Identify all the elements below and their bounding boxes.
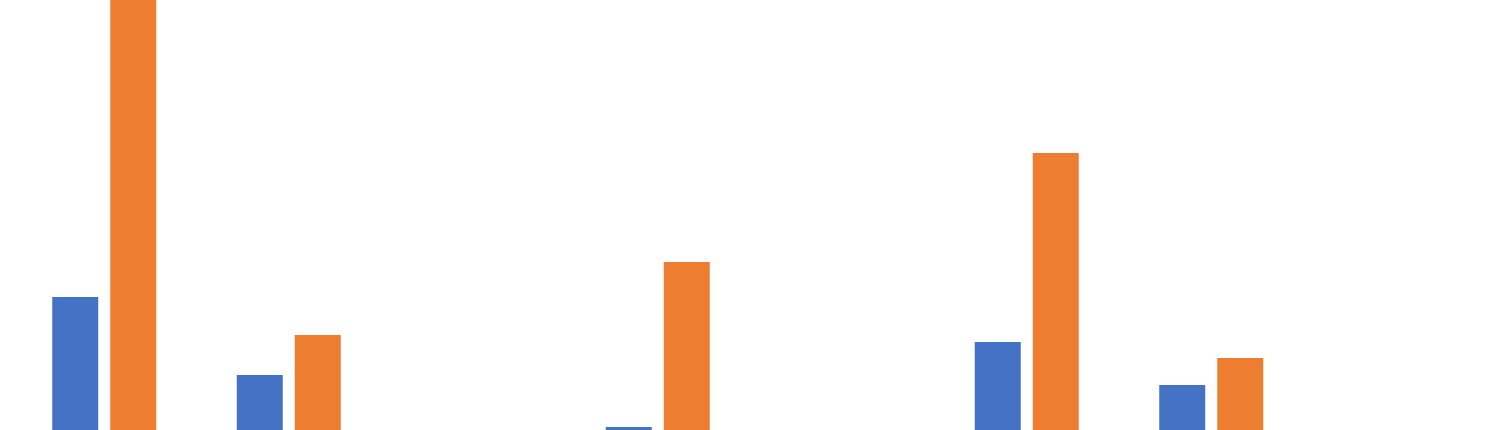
bar-series-2-category-7	[1217, 358, 1264, 430]
bar-series-1-category-2	[236, 375, 283, 430]
bar-series-2-category-4	[663, 262, 710, 430]
bar-series-2-category-6	[1032, 153, 1079, 430]
bar-series-1-category-1	[52, 297, 99, 430]
bar-series-1-category-7	[1159, 385, 1206, 430]
bar-series-2-category-2	[294, 335, 341, 430]
bar-series-1-category-6	[974, 342, 1021, 430]
bar-series-2-category-1	[110, 0, 157, 430]
plot-area	[52, 0, 1264, 430]
bar-series-1-category-4	[605, 427, 652, 430]
